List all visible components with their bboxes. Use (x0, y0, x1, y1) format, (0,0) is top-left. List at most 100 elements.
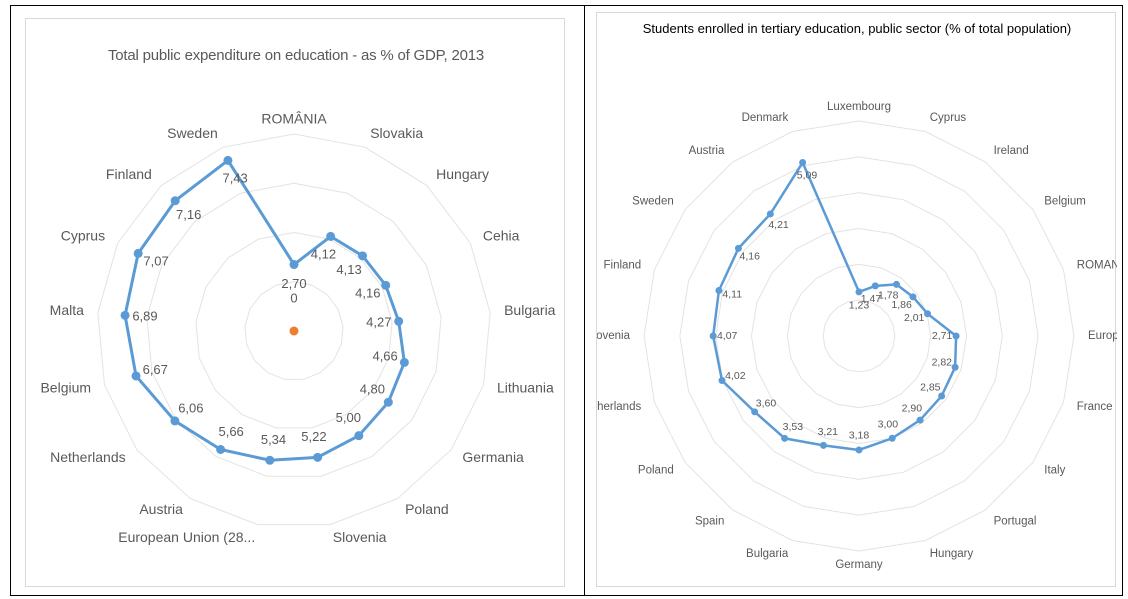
data-point (751, 408, 759, 416)
category-label: Poland (405, 501, 449, 517)
data-point (289, 326, 299, 336)
data-label: 4,80 (360, 382, 385, 397)
category-label: Finland (603, 259, 641, 271)
category-label: Austria (689, 145, 725, 157)
grid-ring (244, 281, 344, 380)
data-label: 3,53 (783, 421, 804, 433)
data-label: 4,12 (311, 246, 336, 261)
data-label: 3,00 (878, 419, 899, 431)
data-point (133, 248, 143, 258)
category-label: Italy (1044, 465, 1065, 477)
data-label: 1,78 (878, 290, 899, 302)
data-point (216, 445, 226, 455)
frame-divider (584, 5, 585, 596)
data-point (909, 293, 917, 301)
data-point (734, 244, 742, 252)
data-point (399, 357, 409, 367)
data-label: 5,34 (261, 432, 286, 447)
data-label: 6,06 (178, 400, 203, 415)
data-label: 0 (290, 290, 297, 305)
data-point (855, 446, 863, 454)
data-point (354, 431, 364, 441)
data-point (170, 416, 180, 426)
data-point (170, 196, 180, 206)
grid-ring (97, 133, 491, 526)
category-label: ROMANIA (1077, 259, 1117, 271)
data-point (923, 310, 931, 318)
category-label: ROMÂNIA (261, 111, 327, 127)
data-point (892, 280, 900, 288)
category-label: European Union (28... (1088, 330, 1117, 342)
data-label: 5,22 (301, 429, 326, 444)
chart-panel-education-expenditure: Total public expenditure on education - … (25, 18, 565, 587)
data-point (781, 434, 789, 442)
data-label: 1,86 (891, 299, 912, 311)
category-label: Cyprus (930, 112, 967, 124)
data-label: 4,16 (740, 250, 761, 262)
data-point (709, 332, 717, 340)
data-label: 3,21 (818, 426, 839, 438)
data-label: 2,70 (281, 276, 306, 291)
data-label: 4,16 (355, 286, 380, 301)
data-label: 3,18 (849, 430, 870, 442)
data-label: 5,00 (336, 410, 361, 425)
data-label: 4,21 (768, 219, 789, 231)
data-label: 2,85 (920, 382, 941, 394)
category-label: Cyprus (61, 228, 105, 244)
data-label: 6,67 (143, 362, 168, 377)
data-label: 1,47 (861, 293, 882, 305)
category-label: Bulgaria (746, 548, 789, 560)
category-label: Portugal (994, 515, 1037, 527)
data-label: 4,13 (336, 262, 361, 277)
category-label: Finland (106, 166, 152, 182)
data-label: 5,09 (797, 170, 818, 182)
category-label: Hungary (436, 166, 489, 182)
category-label: France (1077, 401, 1113, 413)
outer-frame (10, 5, 1123, 596)
category-label: Belgium (40, 379, 91, 395)
category-label: Slovakia (370, 125, 423, 141)
category-label: Luxembourg (827, 101, 891, 113)
chart-title: Total public expenditure on education - … (107, 47, 485, 64)
category-label: Bulgaria (504, 302, 556, 318)
data-label: 5,66 (218, 424, 243, 439)
data-point (381, 280, 391, 290)
data-point (855, 288, 863, 296)
data-point (916, 416, 924, 424)
data-label: 7,43 (222, 170, 247, 185)
category-label: Sweden (167, 125, 218, 141)
data-point (871, 282, 879, 290)
data-label: 2,71 (932, 330, 953, 342)
category-label: European Union (28... (118, 529, 255, 545)
data-point (799, 159, 807, 167)
data-label: 2,01 (904, 312, 925, 324)
data-point (715, 286, 723, 294)
chart-panel-tertiary-students: Students enrolled in tertiary education,… (596, 12, 1117, 587)
data-point (938, 392, 946, 400)
category-label: Poland (638, 465, 674, 477)
data-point (888, 434, 896, 442)
data-label: 4,66 (372, 348, 397, 363)
data-label: 7,07 (143, 254, 168, 269)
category-label: Netherlands (597, 401, 641, 413)
category-label: Germany (835, 559, 883, 571)
data-point (131, 371, 141, 381)
data-label: 6,89 (132, 309, 157, 324)
data-label: 2,90 (902, 403, 923, 415)
category-label: Malta (50, 302, 84, 318)
data-label: 4,11 (722, 289, 742, 301)
data-label: 1,23 (849, 300, 870, 312)
category-label: Slovenia (333, 529, 387, 545)
data-point (313, 452, 323, 462)
category-label: Denmark (742, 112, 789, 124)
category-label: Belgium (1044, 195, 1086, 207)
category-label: Lithuania (497, 379, 554, 395)
data-point (718, 377, 726, 385)
data-point (265, 455, 275, 465)
category-label: Austria (139, 501, 183, 517)
category-label: Ireland (994, 145, 1029, 157)
data-point (766, 210, 774, 218)
grid-ring (822, 299, 896, 373)
grid-ring (146, 182, 442, 477)
category-label: Hungary (930, 548, 974, 560)
